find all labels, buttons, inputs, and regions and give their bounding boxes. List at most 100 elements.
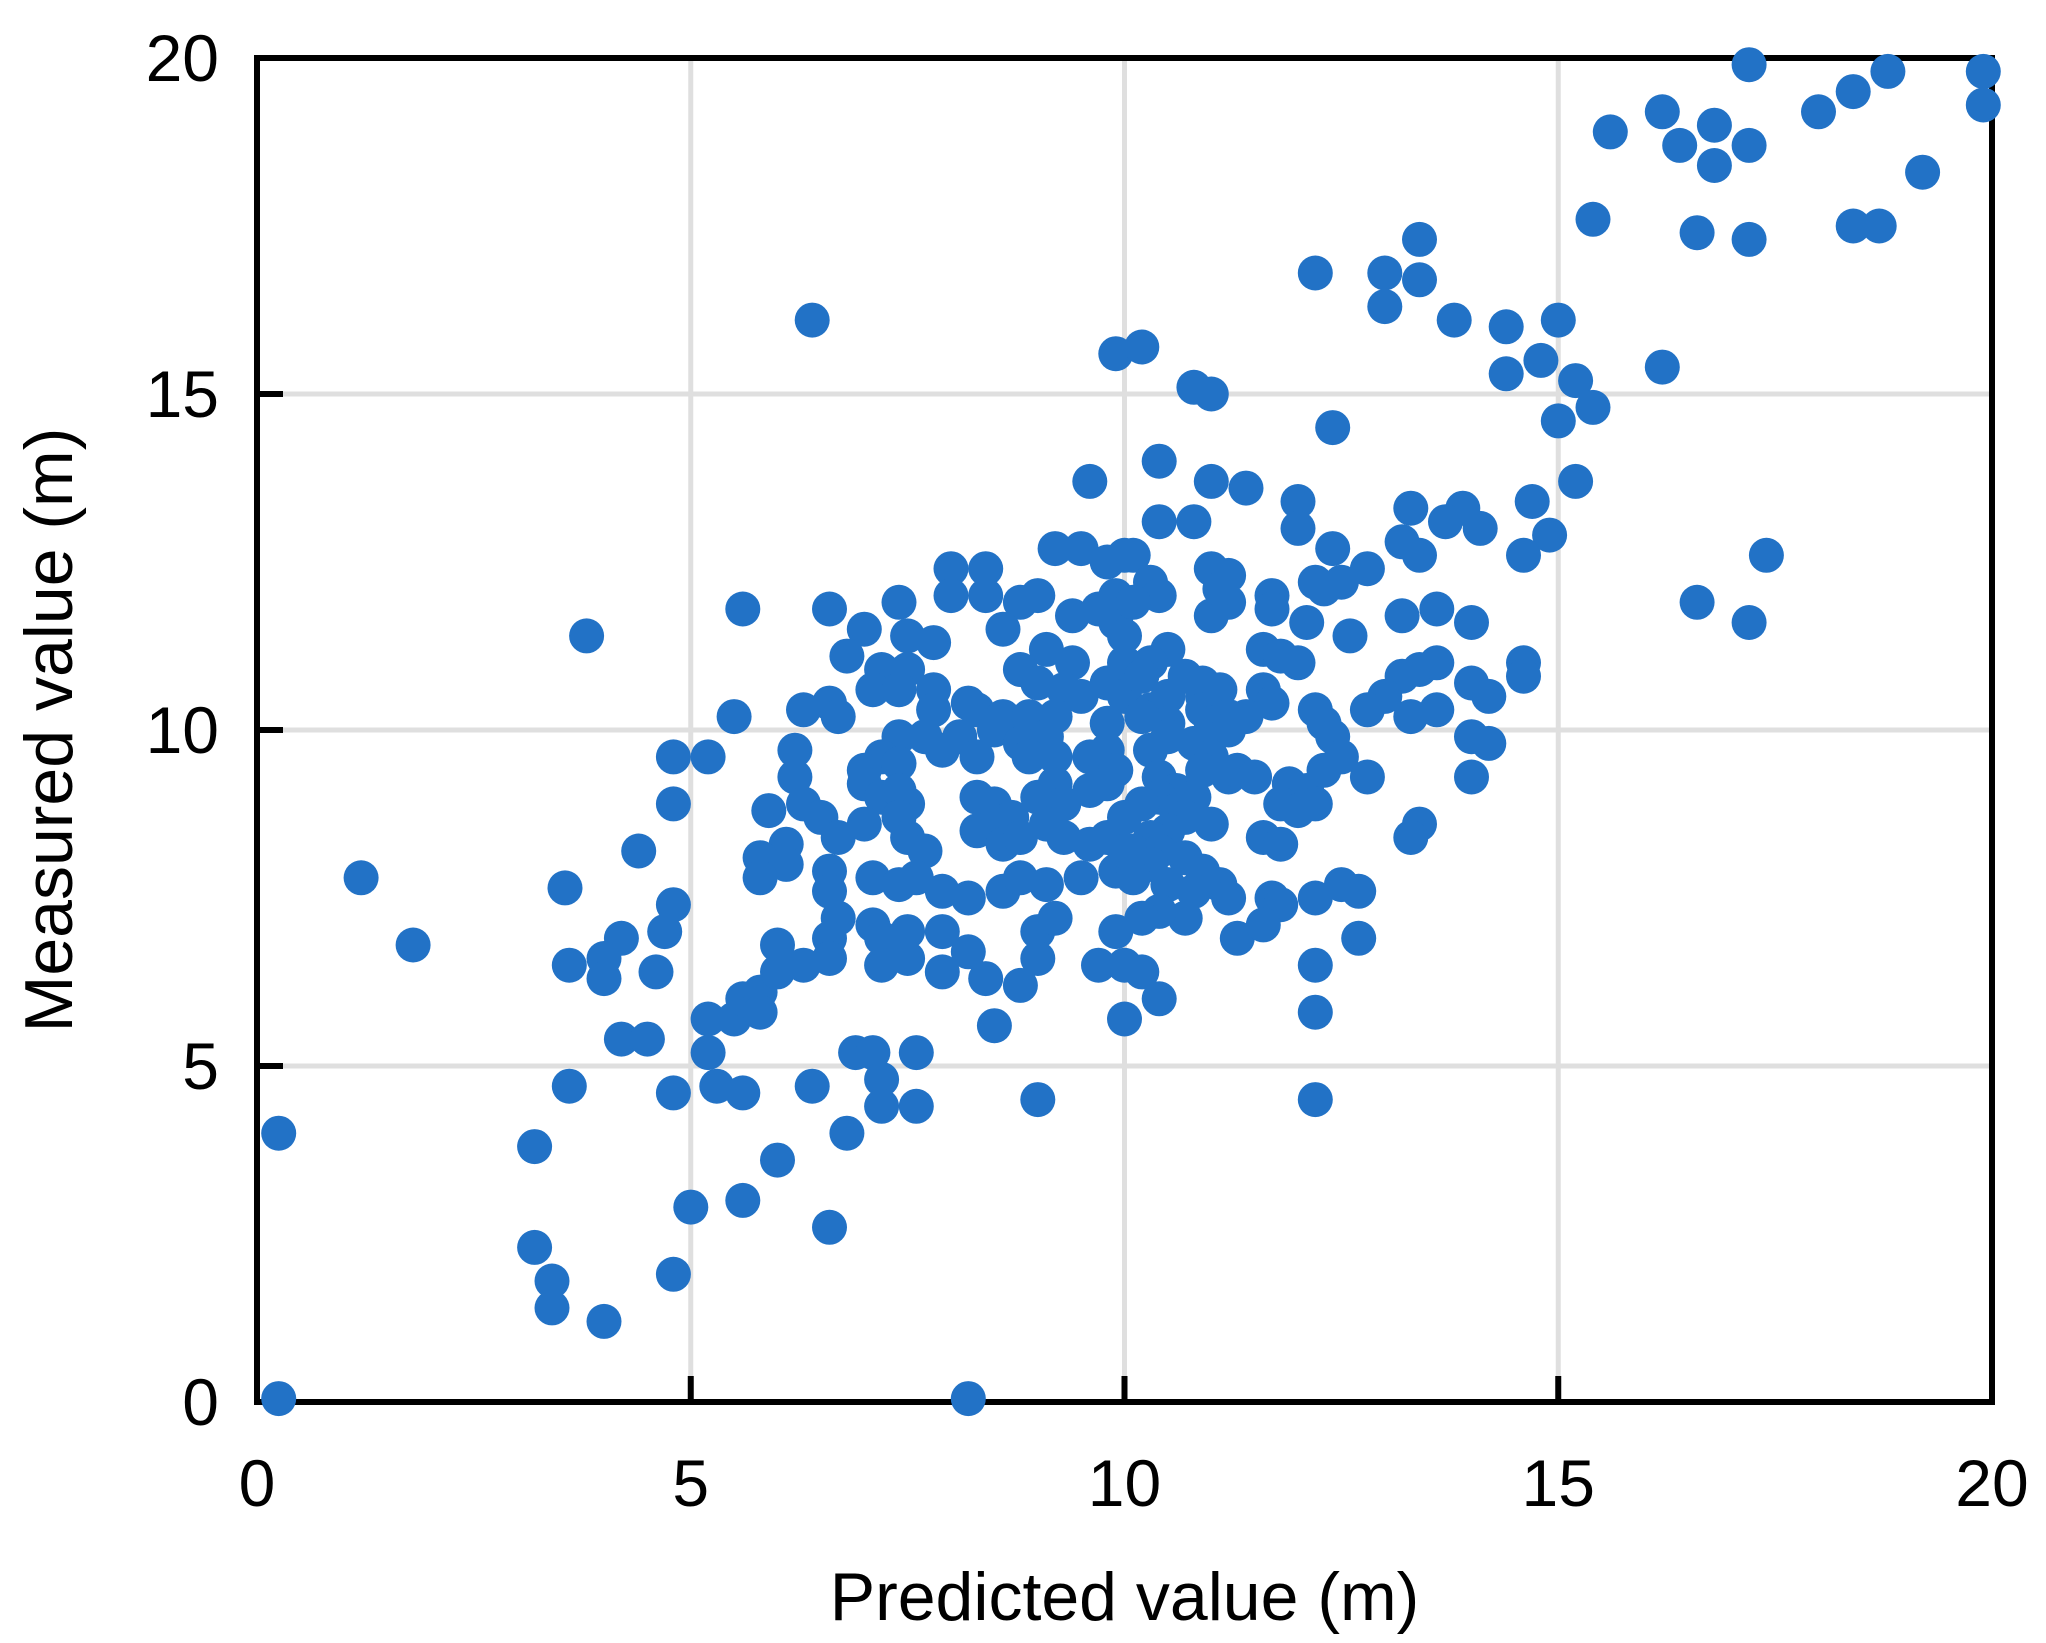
data-point xyxy=(933,551,969,587)
data-point xyxy=(924,954,960,990)
data-point xyxy=(812,1209,847,1245)
data-point xyxy=(1289,605,1325,640)
data-point xyxy=(1193,806,1229,842)
data-point xyxy=(1237,759,1273,795)
data-point xyxy=(1506,658,1541,694)
data-point xyxy=(1315,531,1351,567)
data-point xyxy=(1037,531,1073,567)
data-point xyxy=(829,638,865,674)
data-point xyxy=(1861,208,1897,244)
data-point xyxy=(1107,799,1142,835)
axis-ticks xyxy=(257,391,1562,1402)
data-point xyxy=(1506,537,1541,573)
data-point xyxy=(1115,860,1151,896)
x-tick-label: 20 xyxy=(1955,1446,2028,1520)
data-point xyxy=(647,914,683,950)
data-point xyxy=(1176,873,1212,909)
data-point xyxy=(1644,94,1680,130)
data-point xyxy=(898,1088,934,1124)
data-point xyxy=(1297,947,1333,983)
data-point xyxy=(1020,578,1056,614)
data-point xyxy=(1696,107,1732,143)
data-point xyxy=(1002,967,1038,1003)
data-point xyxy=(1020,1082,1056,1118)
data-point xyxy=(1141,981,1177,1017)
data-point xyxy=(968,551,1004,587)
data-point xyxy=(603,1021,639,1057)
data-point xyxy=(1558,363,1594,399)
data-point xyxy=(1037,900,1073,936)
data-point xyxy=(1367,289,1403,325)
data-point xyxy=(1341,873,1377,909)
x-tick-label: 10 xyxy=(1088,1446,1161,1520)
data-point xyxy=(1731,127,1767,163)
x-tick-label: 5 xyxy=(672,1446,709,1520)
data-point xyxy=(1592,114,1628,150)
x-tick-label: 0 xyxy=(239,1446,276,1520)
data-point xyxy=(1245,907,1281,943)
data-point xyxy=(959,739,995,775)
data-point xyxy=(395,927,431,963)
data-point xyxy=(1124,900,1160,936)
data-point xyxy=(1835,74,1871,110)
tick-labels: 0 5 10 15 20 0 5 10 15 20 xyxy=(146,21,2029,1520)
data-point xyxy=(924,914,960,950)
data-point xyxy=(1696,148,1732,183)
data-point xyxy=(343,860,379,896)
data-point xyxy=(534,1263,570,1299)
data-point xyxy=(1488,309,1524,345)
data-point xyxy=(1532,517,1568,553)
y-tick-label: 0 xyxy=(182,1365,219,1439)
data-point xyxy=(898,1035,934,1071)
data-point xyxy=(829,1115,865,1151)
data-point xyxy=(1488,356,1524,392)
data-point xyxy=(655,1256,691,1292)
data-point xyxy=(1801,94,1836,130)
data-point xyxy=(551,947,587,983)
data-point xyxy=(1089,766,1125,802)
data-point xyxy=(1063,860,1099,896)
data-point xyxy=(1835,208,1871,244)
data-point xyxy=(1193,463,1229,499)
data-point xyxy=(1471,725,1507,761)
data-point xyxy=(950,934,986,970)
data-point xyxy=(812,591,847,627)
data-point xyxy=(1870,53,1906,89)
data-point xyxy=(1107,947,1142,983)
data-point xyxy=(760,1142,795,1178)
data-point xyxy=(655,739,691,775)
data-point xyxy=(1349,759,1385,795)
data-point xyxy=(760,927,795,963)
data-point xyxy=(751,793,787,829)
gridlines xyxy=(257,58,1992,1402)
data-point xyxy=(1141,443,1177,479)
data-point xyxy=(1341,920,1377,956)
data-point xyxy=(1011,739,1047,775)
data-point xyxy=(1124,329,1160,365)
data-point xyxy=(569,618,605,654)
data-point xyxy=(890,941,926,976)
data-point xyxy=(1280,510,1316,546)
data-point xyxy=(1419,591,1455,627)
data-point xyxy=(1028,631,1064,667)
data-point xyxy=(1349,551,1385,587)
data-point xyxy=(1124,658,1160,694)
data-point xyxy=(1297,786,1333,822)
data-point xyxy=(1323,739,1359,775)
data-point xyxy=(1028,867,1064,903)
data-point xyxy=(1558,463,1594,499)
data-point xyxy=(1193,376,1229,412)
y-tick-label: 20 xyxy=(146,21,219,95)
data-point xyxy=(261,1115,297,1151)
data-point xyxy=(1454,759,1489,795)
data-point xyxy=(881,584,917,620)
data-point xyxy=(1176,504,1212,540)
data-points xyxy=(261,47,2001,1417)
data-point xyxy=(820,820,856,855)
data-point xyxy=(881,746,917,782)
data-point xyxy=(1263,826,1299,862)
data-point xyxy=(725,591,761,627)
y-tick-label: 5 xyxy=(182,1029,219,1103)
data-point xyxy=(517,1129,553,1165)
